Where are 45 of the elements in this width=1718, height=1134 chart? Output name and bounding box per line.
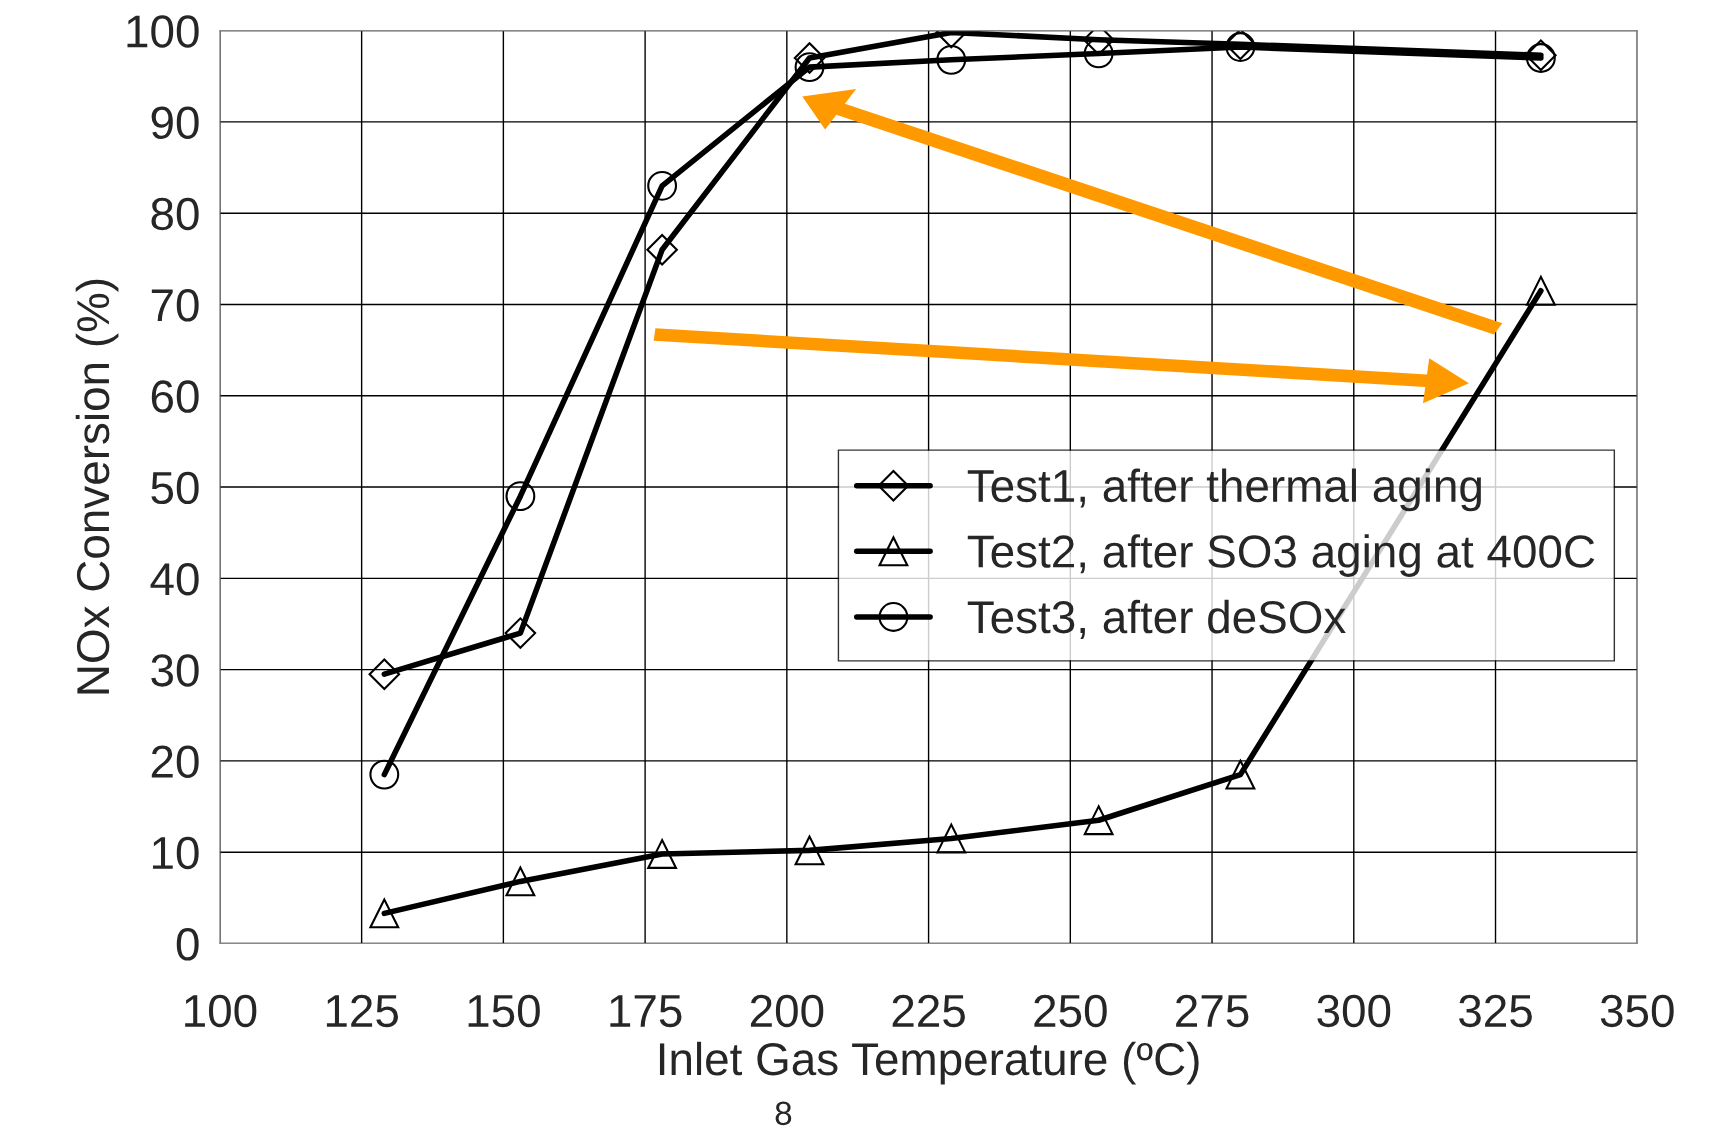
y-tick-label: 20 bbox=[151, 745, 199, 778]
y-tick-label: 30 bbox=[151, 654, 199, 687]
y-tick-label: 10 bbox=[152, 836, 199, 870]
x-tick-label: 100 bbox=[185, 994, 257, 1028]
point bbox=[368, 658, 401, 690]
x-tick-label: 225 bbox=[892, 994, 965, 1028]
point bbox=[794, 835, 825, 866]
legend-label: Test2, after SO3 aging at 400C bbox=[967, 534, 1595, 577]
x-tick-label: 350 bbox=[1600, 994, 1674, 1028]
y-tick-label: 80 bbox=[151, 197, 199, 231]
point bbox=[646, 233, 678, 266]
point bbox=[647, 170, 678, 201]
point bbox=[1225, 759, 1256, 790]
point bbox=[936, 823, 967, 854]
point bbox=[794, 52, 825, 83]
y-tick-label: 100 bbox=[127, 15, 199, 48]
y-tick-label: 60 bbox=[151, 380, 199, 413]
point bbox=[504, 617, 537, 649]
x-tick-label: 200 bbox=[750, 994, 824, 1028]
point bbox=[1083, 805, 1114, 836]
x-tick-label: 125 bbox=[326, 994, 398, 1028]
point bbox=[793, 42, 826, 74]
x-tick-label: 175 bbox=[610, 995, 682, 1028]
x-tick-label: 275 bbox=[1176, 994, 1249, 1028]
text: 8 bbox=[775, 1101, 792, 1126]
legend-label: Test1, after thermal aging bbox=[967, 468, 1481, 512]
point bbox=[1525, 275, 1556, 306]
y-tick-label: 90 bbox=[151, 106, 199, 139]
point bbox=[647, 839, 678, 869]
point bbox=[936, 44, 967, 75]
x-axis-title: Inlet Gas Temperature (ºC) bbox=[659, 1041, 1199, 1085]
y-tick-label: 70 bbox=[151, 289, 199, 322]
point bbox=[505, 481, 536, 512]
point bbox=[369, 759, 400, 790]
x-tick-label: 325 bbox=[1459, 994, 1532, 1028]
x-tick-label: 150 bbox=[468, 994, 540, 1028]
legend-label: Test3, after deSOx bbox=[967, 599, 1346, 639]
y-tick-label: 0 bbox=[176, 928, 199, 961]
point bbox=[505, 866, 536, 897]
x-tick-label: 300 bbox=[1317, 994, 1391, 1028]
point bbox=[369, 898, 400, 929]
x-tick-label: 250 bbox=[1034, 994, 1107, 1028]
y-tick-label: 50 bbox=[151, 471, 199, 505]
y-axis-title: NOx Conversion (%) bbox=[75, 279, 119, 694]
y-tick-label: 40 bbox=[150, 562, 199, 596]
